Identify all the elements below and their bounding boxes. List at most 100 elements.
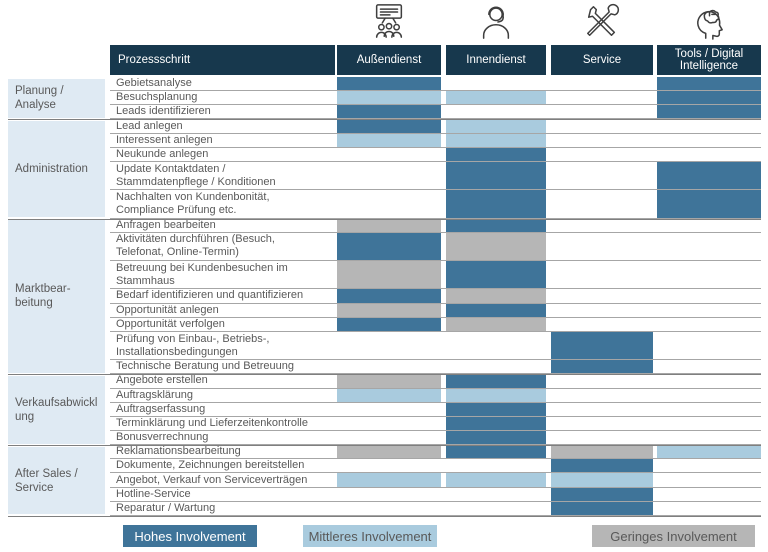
column-header: Service — [551, 45, 653, 75]
involvement-cell-mid — [337, 133, 441, 147]
column-header: Tools / Digital Intelligence — [657, 45, 761, 75]
category-divider — [8, 445, 761, 447]
presentation-audience-icon — [370, 2, 408, 40]
involvement-cell-low — [446, 232, 546, 261]
category-label: Marktbear- beitung — [8, 220, 105, 373]
involvement-cell-high — [446, 416, 546, 430]
table-row: Update Kontaktdaten / Stammdatenpflege /… — [110, 161, 761, 191]
involvement-cell-high — [446, 445, 546, 459]
process-step-label: Technische Beratung und Betreuung — [116, 360, 294, 373]
involvement-cell-high — [337, 232, 441, 261]
table-row: Interessent anlegen — [110, 133, 761, 148]
involvement-cell-high — [337, 289, 441, 303]
involvement-cell-high — [337, 77, 441, 91]
process-step-label: Auftragserfassung — [116, 402, 206, 415]
process-step-label: Bonusverrechnung — [116, 431, 209, 444]
legend-high-involvement: Hohes Involvement — [123, 525, 257, 547]
involvement-cell-high — [337, 317, 441, 331]
table-row: Opportunität verfolgen — [110, 317, 761, 332]
category-label: Planung / Analyse — [8, 78, 105, 118]
process-step-label: Gebietsanalyse — [116, 77, 192, 90]
category-divider — [8, 218, 761, 220]
table-row: Neukunde anlegen — [110, 147, 761, 162]
table-row: Angebot, Verkauf von Serviceverträgen — [110, 473, 761, 488]
process-step-label: Opportunität anlegen — [116, 303, 219, 316]
involvement-cell-mid — [446, 91, 546, 105]
table-row: Lead anlegen — [110, 119, 761, 134]
involvement-cell-high — [446, 402, 546, 416]
involvement-cell-low — [337, 445, 441, 459]
involvement-cell-high — [551, 360, 653, 374]
process-step-label: Auftragsklärung — [116, 388, 194, 401]
brain-head-icon — [691, 2, 729, 40]
table-row: Bonusverrechnung — [110, 431, 761, 446]
table-row: Hotline-Service — [110, 487, 761, 502]
process-column-header: Prozessschritt — [110, 45, 335, 75]
involvement-cell-high — [657, 161, 761, 190]
table-row: Aktivitäten durchführen (Besuch, Telefon… — [110, 232, 761, 262]
table-row: Nachhalten von Kundenbonität, Compliance… — [110, 190, 761, 219]
involvement-cell-mid — [337, 91, 441, 105]
process-step-label: Besuchsplanung — [116, 91, 198, 104]
involvement-cell-high — [657, 77, 761, 91]
category-divider — [8, 119, 761, 121]
process-step-label: Terminklärung und Lieferzeitenkontrolle — [116, 416, 308, 429]
involvement-cell-high — [337, 105, 441, 119]
involvement-cell-high — [446, 261, 546, 289]
involvement-cell-high — [446, 190, 546, 218]
table-row: Angebote erstellen — [110, 374, 761, 389]
category-label: After Sales / Service — [8, 446, 105, 515]
involvement-cell-mid — [446, 133, 546, 147]
involvement-cell-high — [551, 459, 653, 473]
table-row: Prüfung von Einbau-, Betriebs-, Installa… — [110, 331, 761, 361]
table-row: Dokumente, Zeichnungen bereitstellen — [110, 459, 761, 474]
involvement-cell-low — [337, 218, 441, 232]
involvement-cell-mid — [337, 473, 441, 487]
process-step-label: Bedarf identifizieren und quantifizieren — [116, 289, 304, 302]
involvement-cell-low — [446, 317, 546, 331]
table-bottom-border — [8, 515, 761, 517]
column-header: Innendienst — [446, 45, 546, 75]
involvement-cell-high — [446, 303, 546, 317]
table-row: Technische Beratung und Betreuung — [110, 360, 761, 375]
involvement-cell-high — [446, 161, 546, 190]
involvement-cell-high — [551, 331, 653, 360]
involvement-cell-mid — [657, 445, 761, 459]
process-step-label: Lead anlegen — [116, 119, 183, 132]
crossed-tools-icon — [583, 2, 621, 40]
involvement-cell-high — [446, 374, 546, 388]
involvement-cell-high — [446, 431, 546, 445]
table-row: Leads identifizieren — [110, 105, 761, 120]
process-step-label: Neukunde anlegen — [116, 147, 209, 160]
involvement-cell-high — [337, 119, 441, 133]
table-row: Besuchsplanung — [110, 91, 761, 106]
process-step-label: Hotline-Service — [116, 487, 191, 500]
involvement-cell-mid — [446, 119, 546, 133]
process-step-label: Betreuung bei Kundenbesuchen im Stammhau… — [116, 261, 288, 287]
process-step-label: Angebote erstellen — [116, 374, 208, 387]
process-step-label: Reklamationsbearbeitung — [116, 445, 241, 458]
involvement-cell-low — [551, 445, 653, 459]
process-step-label: Leads identifizieren — [116, 105, 211, 118]
involvement-cell-low — [337, 261, 441, 289]
category-label: Verkaufsabwickl ung — [8, 375, 105, 444]
table-row: Opportunität anlegen — [110, 303, 761, 318]
table-row: Auftragserfassung — [110, 402, 761, 417]
table-row: Reklamationsbearbeitung — [110, 445, 761, 460]
process-step-label: Anfragen bearbeiten — [116, 218, 216, 231]
process-step-label: Interessent anlegen — [116, 133, 213, 146]
headset-person-icon — [477, 2, 515, 40]
process-step-label: Update Kontaktdaten / Stammdatenpflege /… — [116, 162, 276, 188]
table-row: Reparatur / Wartung — [110, 501, 761, 516]
process-step-label: Nachhalten von Kundenbonität, Compliance… — [116, 190, 270, 216]
process-step-label: Angebot, Verkauf von Serviceverträgen — [116, 473, 308, 486]
involvement-cell-mid — [551, 473, 653, 487]
process-step-label: Aktivitäten durchführen (Besuch, Telefon… — [116, 233, 275, 259]
involvement-cell-high — [657, 190, 761, 218]
involvement-cell-mid — [337, 388, 441, 402]
involvement-cell-low — [337, 303, 441, 317]
table-row: Anfragen bearbeiten — [110, 218, 761, 233]
legend-mid-involvement: Mittleres Involvement — [303, 525, 437, 547]
involvement-cell-high — [657, 105, 761, 119]
